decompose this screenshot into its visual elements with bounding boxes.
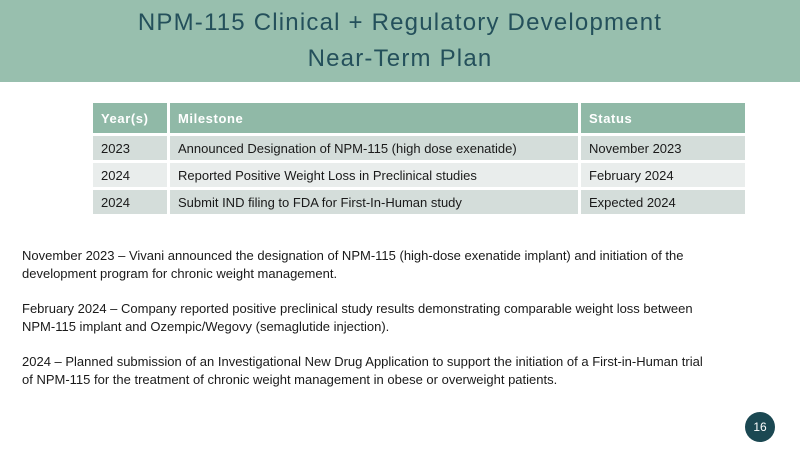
cell-status: November 2023 [581,136,745,160]
cell-milestone: Reported Positive Weight Loss in Preclin… [170,163,578,187]
page-number: 16 [753,420,767,434]
slide-title-line1: NPM-115 Clinical + Regulatory Developmen… [137,9,663,36]
slide-title-line2: Near-Term Plan [307,45,493,72]
table-row: 2024 Submit IND filing to FDA for First-… [93,190,745,214]
table-header-row: Year(s) Milestone Status [93,103,745,133]
cell-year: 2023 [93,136,167,160]
paragraph-2024-ind: 2024 – Planned submission of an Investig… [22,353,762,389]
cell-status: February 2024 [581,163,745,187]
title-band: NPM-115 Clinical + Regulatory Developmen… [0,0,800,82]
paragraph-line: NPM-115 implant and Ozempic/Wegovy (sema… [22,319,390,334]
paragraph-line: November 2023 – Vivani announced the des… [22,248,684,263]
column-header-milestone: Milestone [170,103,578,133]
column-header-status: Status [581,103,745,133]
column-header-years: Year(s) [93,103,167,133]
table-row: 2023 Announced Designation of NPM-115 (h… [93,136,745,160]
page-number-badge: 16 [745,412,775,442]
table-row: 2024 Reported Positive Weight Loss in Pr… [93,163,745,187]
milestone-table: Year(s) Milestone Status 2023 Announced … [90,100,748,217]
cell-milestone: Announced Designation of NPM-115 (high d… [170,136,578,160]
cell-milestone: Submit IND filing to FDA for First-In-Hu… [170,190,578,214]
paragraph-line: 2024 – Planned submission of an Investig… [22,354,703,369]
cell-status: Expected 2024 [581,190,745,214]
paragraph-line: of NPM-115 for the treatment of chronic … [22,372,558,387]
paragraph-february-2024: February 2024 – Company reported positiv… [22,300,762,336]
body-text: November 2023 – Vivani announced the des… [22,247,762,406]
paragraph-line: development program for chronic weight m… [22,266,338,281]
cell-year: 2024 [93,190,167,214]
paragraph-november-2023: November 2023 – Vivani announced the des… [22,247,762,283]
cell-year: 2024 [93,163,167,187]
paragraph-line: February 2024 – Company reported positiv… [22,301,693,316]
